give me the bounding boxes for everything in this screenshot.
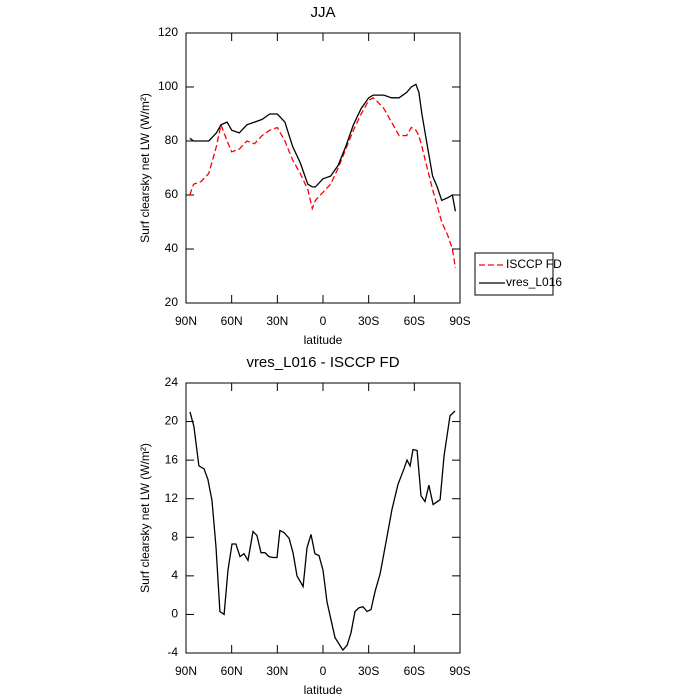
y-tick-label: 24 xyxy=(165,375,179,389)
x-tick-label: 60S xyxy=(404,314,425,328)
y-tick-label: 60 xyxy=(165,187,179,201)
y-tick-label: 16 xyxy=(165,452,179,466)
y-tick-label: 8 xyxy=(171,529,178,543)
data-line xyxy=(189,410,456,652)
x-tick-label: 0 xyxy=(320,314,327,328)
data-line xyxy=(189,83,457,212)
y-tick-label: 100 xyxy=(158,79,178,93)
plot-frame xyxy=(185,32,461,304)
y-tick-label: 80 xyxy=(165,133,179,147)
x-tick-label: 90S xyxy=(449,664,470,678)
chart-title: JJA xyxy=(310,4,335,21)
legend-label: ISCCP FD xyxy=(506,257,562,271)
x-tick-label: 60N xyxy=(221,314,243,328)
y-tick-label: 4 xyxy=(171,568,178,582)
x-axis-label: latitude xyxy=(304,683,343,697)
legend-frame xyxy=(474,252,554,296)
y-tick-label: -4 xyxy=(167,645,178,659)
x-tick-label: 30N xyxy=(266,664,288,678)
x-tick-label: 30N xyxy=(266,314,288,328)
chart-title: vres_L016 - ISCCP FD xyxy=(246,354,399,371)
x-tick-label: 30S xyxy=(358,664,379,678)
x-tick-label: 90N xyxy=(175,314,197,328)
x-tick-label: 60S xyxy=(404,664,425,678)
y-tick-label: 20 xyxy=(165,295,179,309)
y-axis-label: Surf clearsky net LW (W/m²) xyxy=(138,93,152,243)
x-axis-label: latitude xyxy=(304,333,343,347)
x-tick-label: 30S xyxy=(358,314,379,328)
y-tick-label: 20 xyxy=(165,414,179,428)
legend-label: vres_L016 xyxy=(506,275,562,289)
x-tick-label: 60N xyxy=(221,664,243,678)
y-tick-label: 120 xyxy=(158,25,178,39)
x-tick-label: 0 xyxy=(320,664,327,678)
y-tick-label: 40 xyxy=(165,241,179,255)
y-tick-label: 0 xyxy=(171,607,178,621)
y-axis-label: Surf clearsky net LW (W/m²) xyxy=(138,443,152,593)
x-tick-label: 90N xyxy=(175,664,197,678)
data-line xyxy=(189,96,457,269)
plot-frame xyxy=(185,382,461,654)
y-tick-label: 12 xyxy=(165,491,179,505)
x-tick-label: 90S xyxy=(449,314,470,328)
